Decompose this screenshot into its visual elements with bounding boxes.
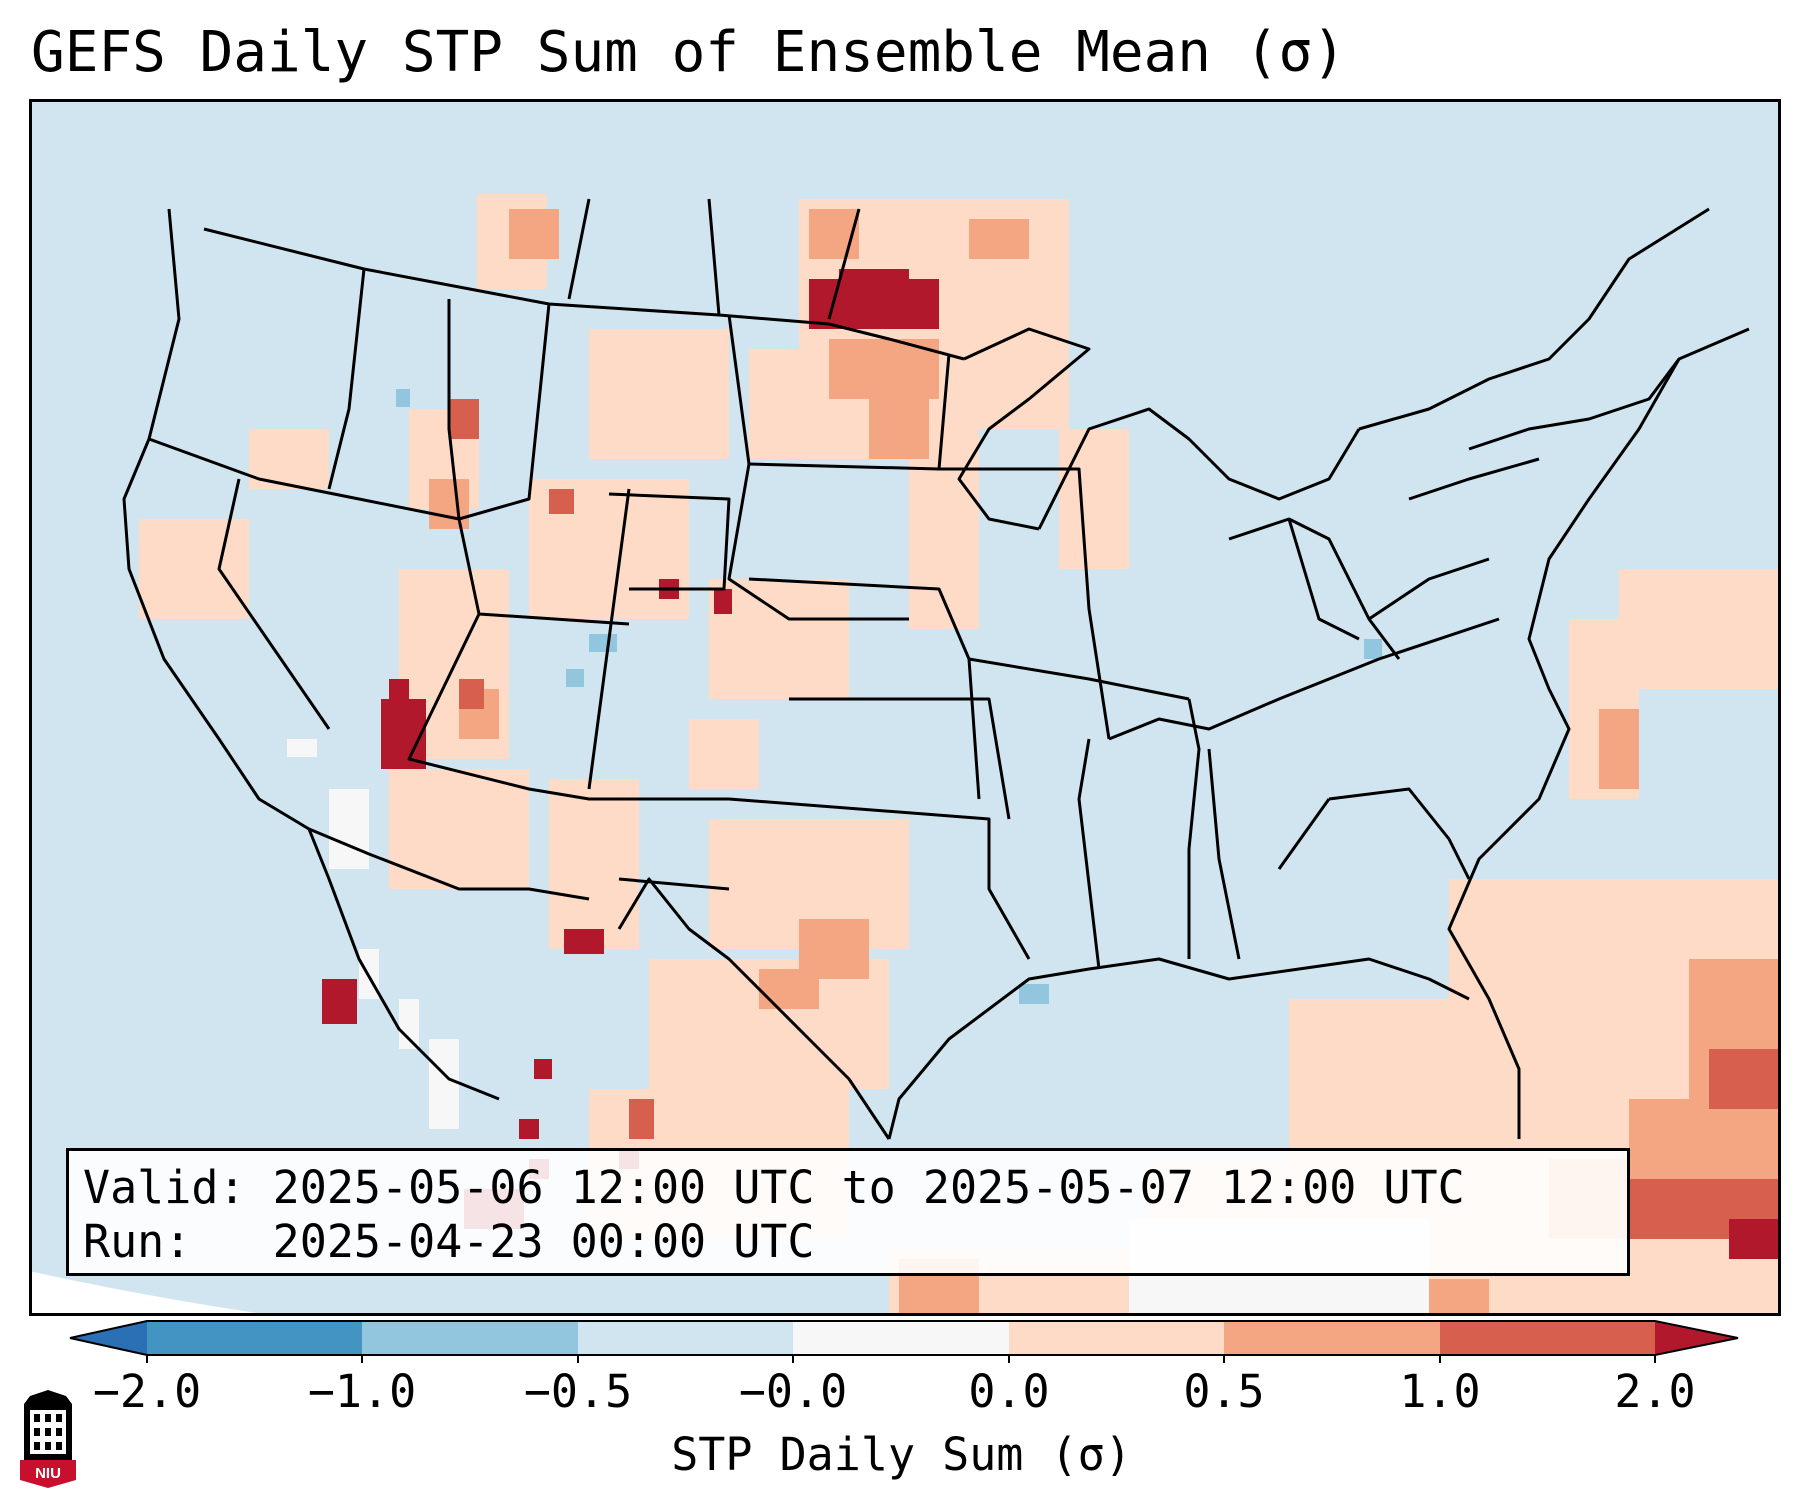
colorbar bbox=[69, 1320, 1739, 1363]
colorbar-tick-label: −2.0 bbox=[92, 1365, 202, 1418]
map-title: GEFS Daily STP Sum of Ensemble Mean (σ) bbox=[31, 20, 1346, 85]
colorbar-bin bbox=[147, 1321, 362, 1355]
colorbar-tick-label: 1.0 bbox=[1399, 1365, 1481, 1418]
colorbar-bin bbox=[793, 1321, 1009, 1355]
boundaries bbox=[122, 198, 1750, 1140]
stp-map bbox=[29, 99, 1781, 1316]
run-time: Run: 2025-04-23 00:00 UTC bbox=[83, 1215, 815, 1268]
colorbar-extend-high bbox=[1655, 1321, 1738, 1355]
colorbar-bin bbox=[578, 1321, 793, 1355]
colorbar-extend-low bbox=[70, 1321, 147, 1355]
colorbar-bin bbox=[1440, 1321, 1655, 1355]
colorbar-tick-label: 0.5 bbox=[1183, 1365, 1265, 1418]
colorbar-tick-label: −0.5 bbox=[523, 1365, 633, 1418]
valid-info-box: Valid: 2025-05-06 12:00 UTC to 2025-05-0… bbox=[66, 1148, 1630, 1276]
niu-logo: NIU bbox=[20, 1390, 76, 1488]
colorbar-tick-label: −1.0 bbox=[307, 1365, 417, 1418]
colorbar-tick-label: 2.0 bbox=[1614, 1365, 1696, 1418]
colorbar-bin bbox=[1224, 1321, 1440, 1355]
colorbar-label: STP Daily Sum (σ) bbox=[671, 1428, 1132, 1481]
colorbar-bin bbox=[362, 1321, 578, 1355]
map-frame bbox=[29, 99, 1781, 1316]
colorbar-bin bbox=[1009, 1321, 1224, 1355]
colorbar-tick-label: −0.0 bbox=[738, 1365, 848, 1418]
colorbar-tick-label: 0.0 bbox=[968, 1365, 1050, 1418]
valid-time: Valid: 2025-05-06 12:00 UTC to 2025-05-0… bbox=[83, 1161, 1465, 1214]
niu-logo-text: NIU bbox=[35, 1465, 61, 1482]
